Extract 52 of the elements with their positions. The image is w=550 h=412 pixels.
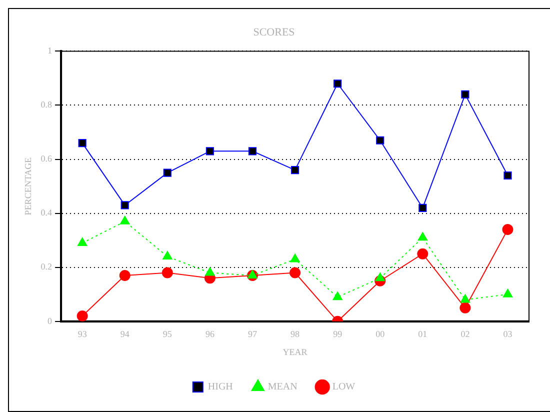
- point: [120, 216, 130, 224]
- x-axis-title: YEAR: [282, 346, 308, 357]
- y-tick-label: 0.4: [40, 208, 53, 218]
- point: [418, 204, 427, 212]
- y-tick-label: 0: [48, 316, 53, 326]
- point: [375, 272, 385, 282]
- point: [290, 254, 300, 262]
- point: [418, 232, 428, 241]
- point: [334, 80, 342, 88]
- point: [206, 147, 214, 156]
- point: [76, 310, 88, 322]
- point: [502, 288, 513, 298]
- x-tick-label: 02: [460, 329, 470, 340]
- point: [119, 270, 130, 281]
- y-tick-label: 0.8: [40, 100, 53, 110]
- point: [78, 139, 86, 148]
- x-tick-label: 00: [376, 329, 386, 340]
- chart-title: SCORES: [253, 26, 295, 38]
- x-tick-label: 97: [248, 329, 258, 340]
- point: [120, 201, 129, 210]
- legend-label: HIGH: [208, 382, 233, 393]
- y-tick-label: 1: [48, 46, 52, 56]
- x-tick-label: 95: [162, 329, 172, 340]
- point: [77, 238, 88, 246]
- point: [460, 294, 470, 303]
- point: [248, 147, 257, 156]
- y-tick-label: 0.6: [40, 154, 53, 164]
- x-tick-label: 03: [503, 329, 513, 340]
- point: [248, 270, 258, 278]
- point: [163, 168, 172, 177]
- point: [376, 136, 384, 144]
- x-tick-label: 96: [205, 329, 215, 340]
- legend-label: MEAN: [268, 382, 298, 393]
- point: [205, 267, 215, 276]
- point: [162, 251, 172, 260]
- legend-label: LOW: [332, 382, 356, 393]
- point: [504, 171, 512, 180]
- point: [460, 302, 471, 314]
- y-tick-label: 0.2: [40, 262, 52, 272]
- point: [502, 224, 514, 236]
- x-tick-label: 01: [418, 329, 428, 340]
- x-tick-label: 93: [78, 329, 88, 340]
- point: [290, 166, 300, 174]
- point: [162, 267, 173, 278]
- x-tick-label: 99: [333, 329, 343, 340]
- y-axis-title: PERCENTAGE: [22, 156, 33, 216]
- point: [332, 292, 342, 300]
- x-tick-label: 98: [290, 329, 300, 340]
- point: [290, 267, 301, 278]
- point: [417, 248, 428, 260]
- x-tick-label: 94: [120, 329, 130, 340]
- point: [461, 90, 470, 98]
